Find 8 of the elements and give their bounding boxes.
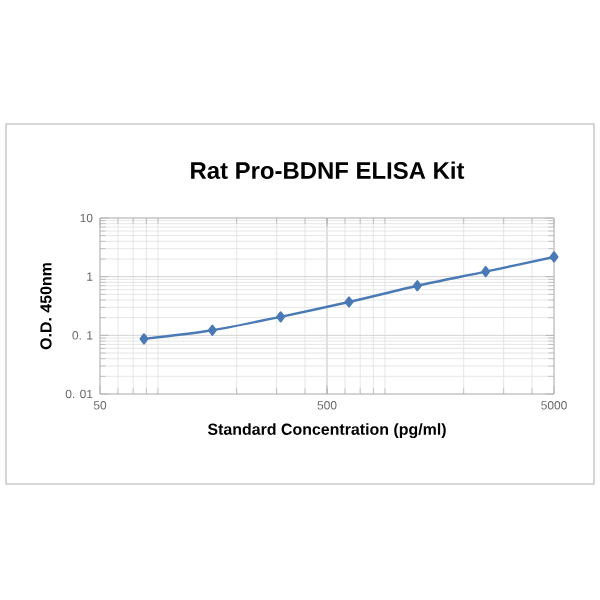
- point: [481, 266, 491, 278]
- point: [207, 324, 217, 336]
- point: [344, 296, 354, 308]
- point: [139, 333, 149, 345]
- point: [412, 280, 422, 292]
- point: [276, 311, 286, 323]
- chart-title: Rat Pro-BDNF ELISA Kit: [191, 161, 465, 179]
- point: [549, 251, 559, 263]
